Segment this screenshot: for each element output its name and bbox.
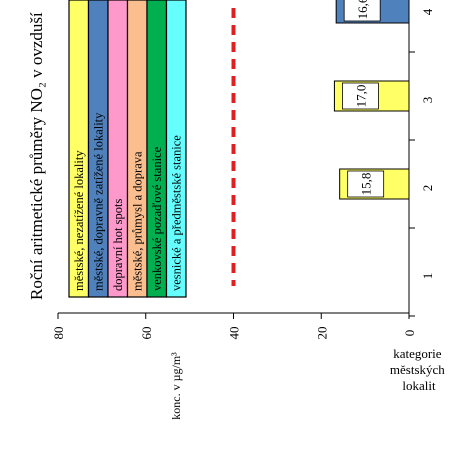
value-tick-label: 80 [51, 327, 66, 340]
x-axis-title-line-1: kategorie [393, 346, 442, 361]
x-axis-title-line-3: lokalit [402, 378, 436, 393]
x-axis-title: kategorie městských lokalit [390, 346, 448, 393]
legend-label: městské, nezatížené lokality [72, 150, 86, 291]
legend-swatch [165, 0, 187, 298]
data-label-box [343, 0, 381, 22]
y-axis-label: konc. v µg/m³ [169, 352, 183, 420]
value-tick-label: 0 [402, 330, 417, 337]
data-label: 17,0 [353, 85, 368, 108]
data-label: 16,6 [355, 0, 370, 19]
legend-label: městské, průmysl a doprava [131, 151, 145, 291]
chart-title: Roční aritmetické průměry NO₂ v ovzduší [27, 12, 46, 300]
legend-label: venkovské pozaďové stanice [150, 146, 164, 291]
category-tick-label: 1 [420, 273, 435, 280]
value-tick-label: 40 [227, 327, 242, 340]
value-tick-label: 60 [139, 327, 154, 340]
data-label: 15,8 [359, 173, 374, 196]
x-axis-title-line-2: městských [390, 362, 445, 377]
category-tick-label: 3 [420, 97, 435, 104]
data-label-box [347, 170, 385, 198]
data-label-box [342, 82, 379, 110]
value-tick-label: 20 [314, 327, 329, 340]
legend-label: městské, dopravně zatížené lokality [92, 112, 106, 291]
category-tick-label: 4 [420, 8, 435, 15]
legend-label: vesnické a předměstské stanice [170, 135, 184, 291]
legend-label: dopravní hot spots [111, 199, 125, 291]
category-tick-label: 2 [420, 185, 435, 192]
